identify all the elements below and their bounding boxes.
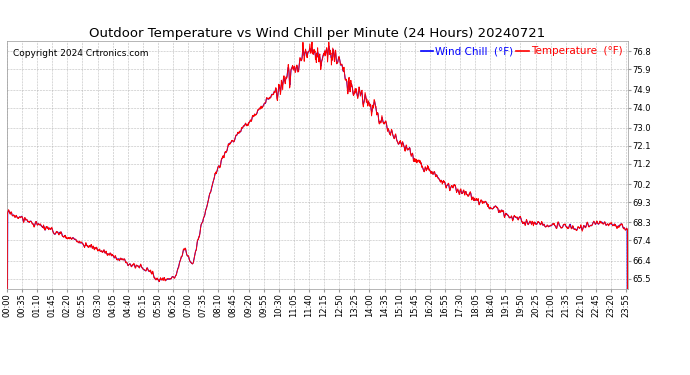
Text: Copyright 2024 Crtronics.com: Copyright 2024 Crtronics.com	[13, 49, 148, 58]
Legend: Wind Chill  (°F), Temperature  (°F): Wind Chill (°F), Temperature (°F)	[421, 46, 622, 57]
Title: Outdoor Temperature vs Wind Chill per Minute (24 Hours) 20240721: Outdoor Temperature vs Wind Chill per Mi…	[89, 27, 546, 40]
